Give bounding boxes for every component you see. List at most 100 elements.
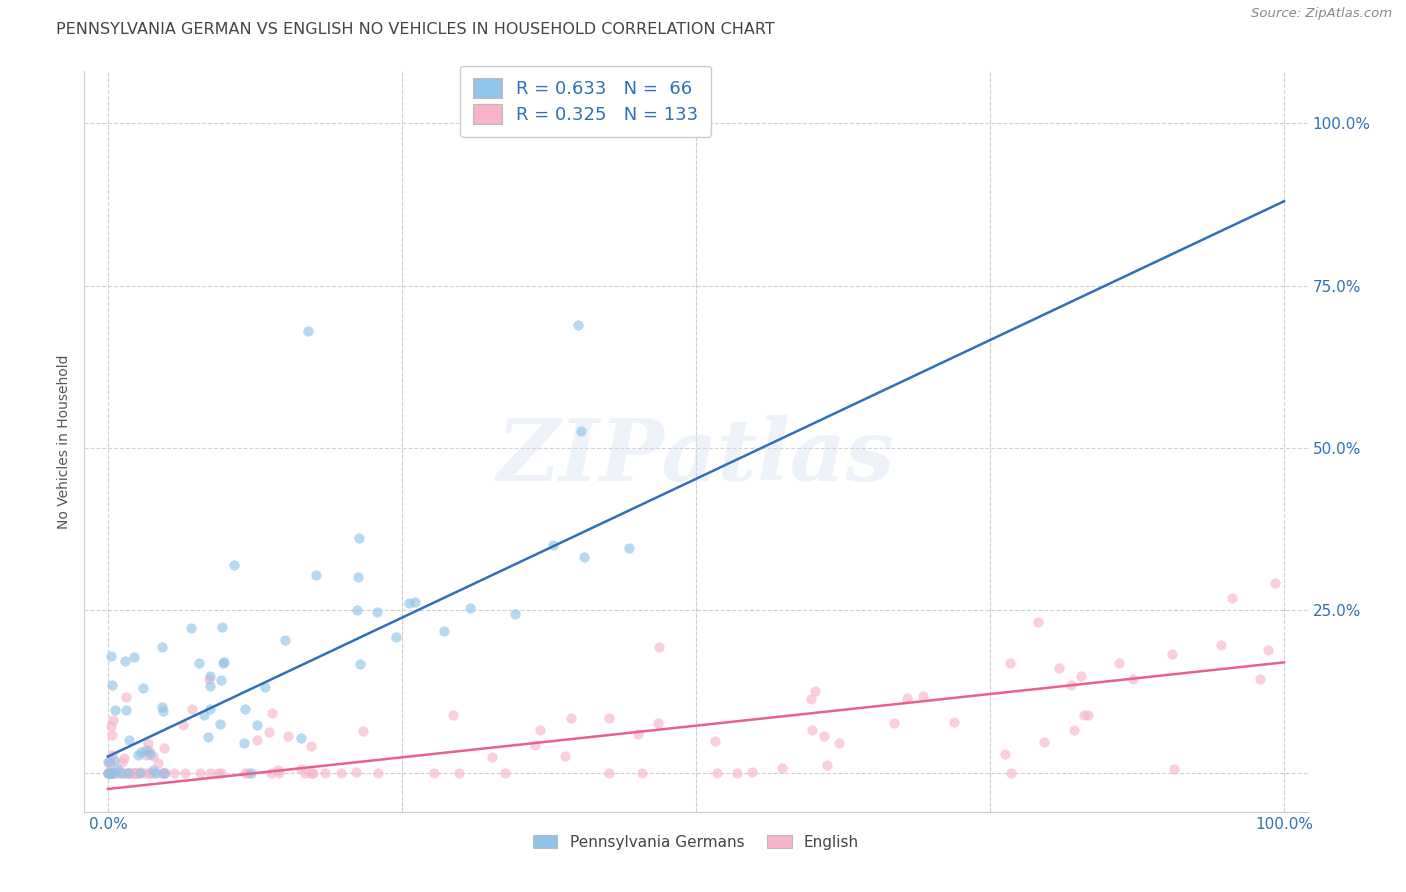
Point: [181, 702, 204, 716]
Point: [554, 748, 576, 763]
Text: PENNSYLVANIA GERMAN VS ENGLISH NO VEHICLES IN HOUSEHOLD CORRELATION CHART: PENNSYLVANIA GERMAN VS ENGLISH NO VEHICL…: [56, 22, 775, 37]
Point: [260, 765, 283, 780]
Point: [1032, 734, 1054, 748]
Point: [1209, 638, 1232, 652]
Point: [108, 764, 131, 779]
Point: [142, 763, 165, 777]
Point: [800, 692, 823, 706]
Point: [117, 765, 139, 780]
Point: [118, 733, 141, 747]
Point: [725, 765, 748, 780]
Point: [180, 621, 202, 635]
Point: [305, 567, 328, 582]
Point: [145, 765, 167, 780]
Point: [366, 605, 388, 619]
Point: [121, 765, 143, 780]
Point: [631, 765, 654, 780]
Point: [98, 765, 121, 780]
Point: [273, 633, 295, 648]
Point: [567, 318, 589, 332]
Point: [1000, 765, 1022, 780]
Point: [150, 640, 173, 654]
Point: [115, 703, 138, 717]
Point: [883, 716, 905, 731]
Point: [238, 765, 260, 780]
Point: [114, 765, 136, 780]
Point: [211, 620, 233, 634]
Point: [111, 765, 134, 780]
Point: [97, 754, 120, 768]
Point: [772, 761, 794, 775]
Point: [441, 707, 464, 722]
Point: [97, 765, 120, 780]
Point: [1220, 591, 1243, 605]
Point: [254, 680, 277, 694]
Point: [100, 765, 122, 780]
Point: [135, 748, 157, 763]
Point: [246, 718, 269, 732]
Point: [105, 765, 128, 780]
Point: [290, 762, 312, 776]
Point: [103, 765, 125, 780]
Point: [481, 750, 503, 764]
Point: [828, 736, 851, 750]
Point: [101, 747, 124, 762]
Point: [1163, 762, 1185, 776]
Point: [200, 679, 222, 693]
Point: [122, 765, 145, 780]
Point: [110, 755, 132, 769]
Point: [998, 656, 1021, 670]
Point: [433, 624, 456, 638]
Point: [155, 765, 177, 780]
Point: [344, 764, 367, 779]
Point: [398, 597, 420, 611]
Point: [301, 765, 323, 780]
Point: [198, 702, 221, 716]
Point: [122, 649, 145, 664]
Point: [1059, 678, 1081, 692]
Point: [297, 324, 319, 338]
Point: [1264, 576, 1286, 591]
Point: [314, 765, 336, 780]
Point: [188, 656, 211, 670]
Point: [1070, 669, 1092, 683]
Point: [103, 765, 125, 780]
Point: [299, 765, 322, 780]
Point: [138, 743, 160, 757]
Point: [115, 690, 138, 704]
Point: [598, 711, 620, 725]
Point: [112, 751, 135, 765]
Point: [447, 765, 470, 780]
Point: [129, 765, 152, 780]
Point: [1257, 642, 1279, 657]
Point: [193, 707, 215, 722]
Point: [233, 765, 256, 780]
Point: [103, 753, 125, 767]
Point: [142, 748, 165, 763]
Point: [97, 765, 120, 780]
Point: [198, 765, 221, 780]
Point: [172, 718, 194, 732]
Point: [188, 765, 211, 780]
Point: [98, 755, 121, 769]
Point: [404, 595, 426, 609]
Point: [98, 756, 121, 771]
Point: [209, 673, 232, 688]
Point: [103, 765, 125, 780]
Point: [127, 747, 149, 762]
Point: [97, 765, 120, 780]
Point: [1249, 672, 1271, 686]
Point: [118, 765, 141, 780]
Point: [569, 424, 592, 438]
Point: [330, 765, 353, 780]
Point: [260, 706, 283, 720]
Point: [346, 570, 368, 584]
Point: [208, 716, 231, 731]
Point: [101, 678, 124, 692]
Point: [197, 730, 219, 744]
Point: [647, 716, 669, 731]
Point: [1063, 723, 1085, 738]
Point: [523, 739, 546, 753]
Point: [142, 765, 165, 780]
Point: [98, 765, 121, 780]
